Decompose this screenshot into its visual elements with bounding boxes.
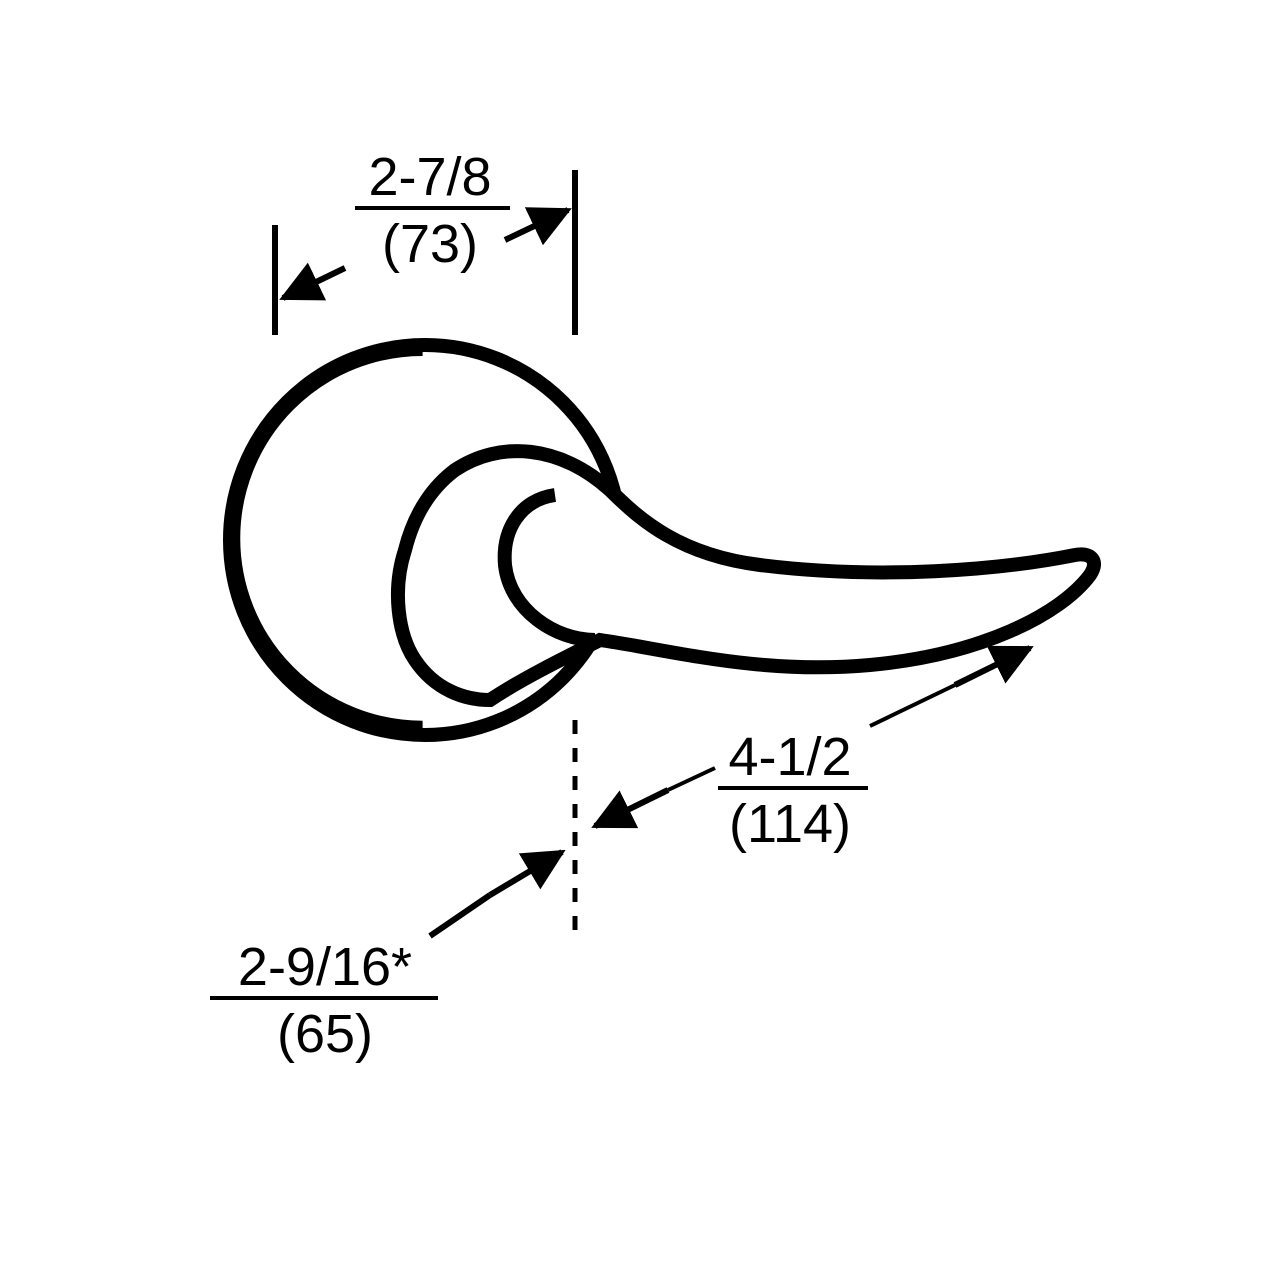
dim-lever-imperial: 4-1/2	[728, 727, 851, 787]
dim-rose-diameter: 2-7/8 (73)	[275, 147, 575, 335]
lever-dimension-diagram: 2-7/8 (73) 2-9/16* (65) 4-1/2 (114)	[0, 0, 1280, 1280]
dim-lever-metric: (114)	[729, 794, 851, 854]
svg-text:(65): (65)	[277, 1004, 373, 1064]
svg-text:4-1/2: 4-1/2	[728, 727, 851, 787]
dim-rose-imperial: 2-7/8	[368, 147, 491, 207]
dim-proj-imperial: 2-9/16*	[238, 937, 412, 997]
dim-proj-metric: (65)	[277, 1004, 373, 1064]
svg-text:2-9/16*: 2-9/16*	[238, 937, 412, 997]
lever-handle	[398, 451, 1094, 700]
svg-text:2-7/8: 2-7/8	[368, 147, 491, 207]
dim-lever-length: 4-1/2 (114)	[595, 648, 1030, 854]
svg-text:(114): (114)	[729, 794, 851, 854]
dim-rose-metric: (73)	[382, 214, 478, 274]
dim-projection: 2-9/16* (65)	[210, 852, 562, 1064]
svg-text:(73): (73)	[382, 214, 478, 274]
